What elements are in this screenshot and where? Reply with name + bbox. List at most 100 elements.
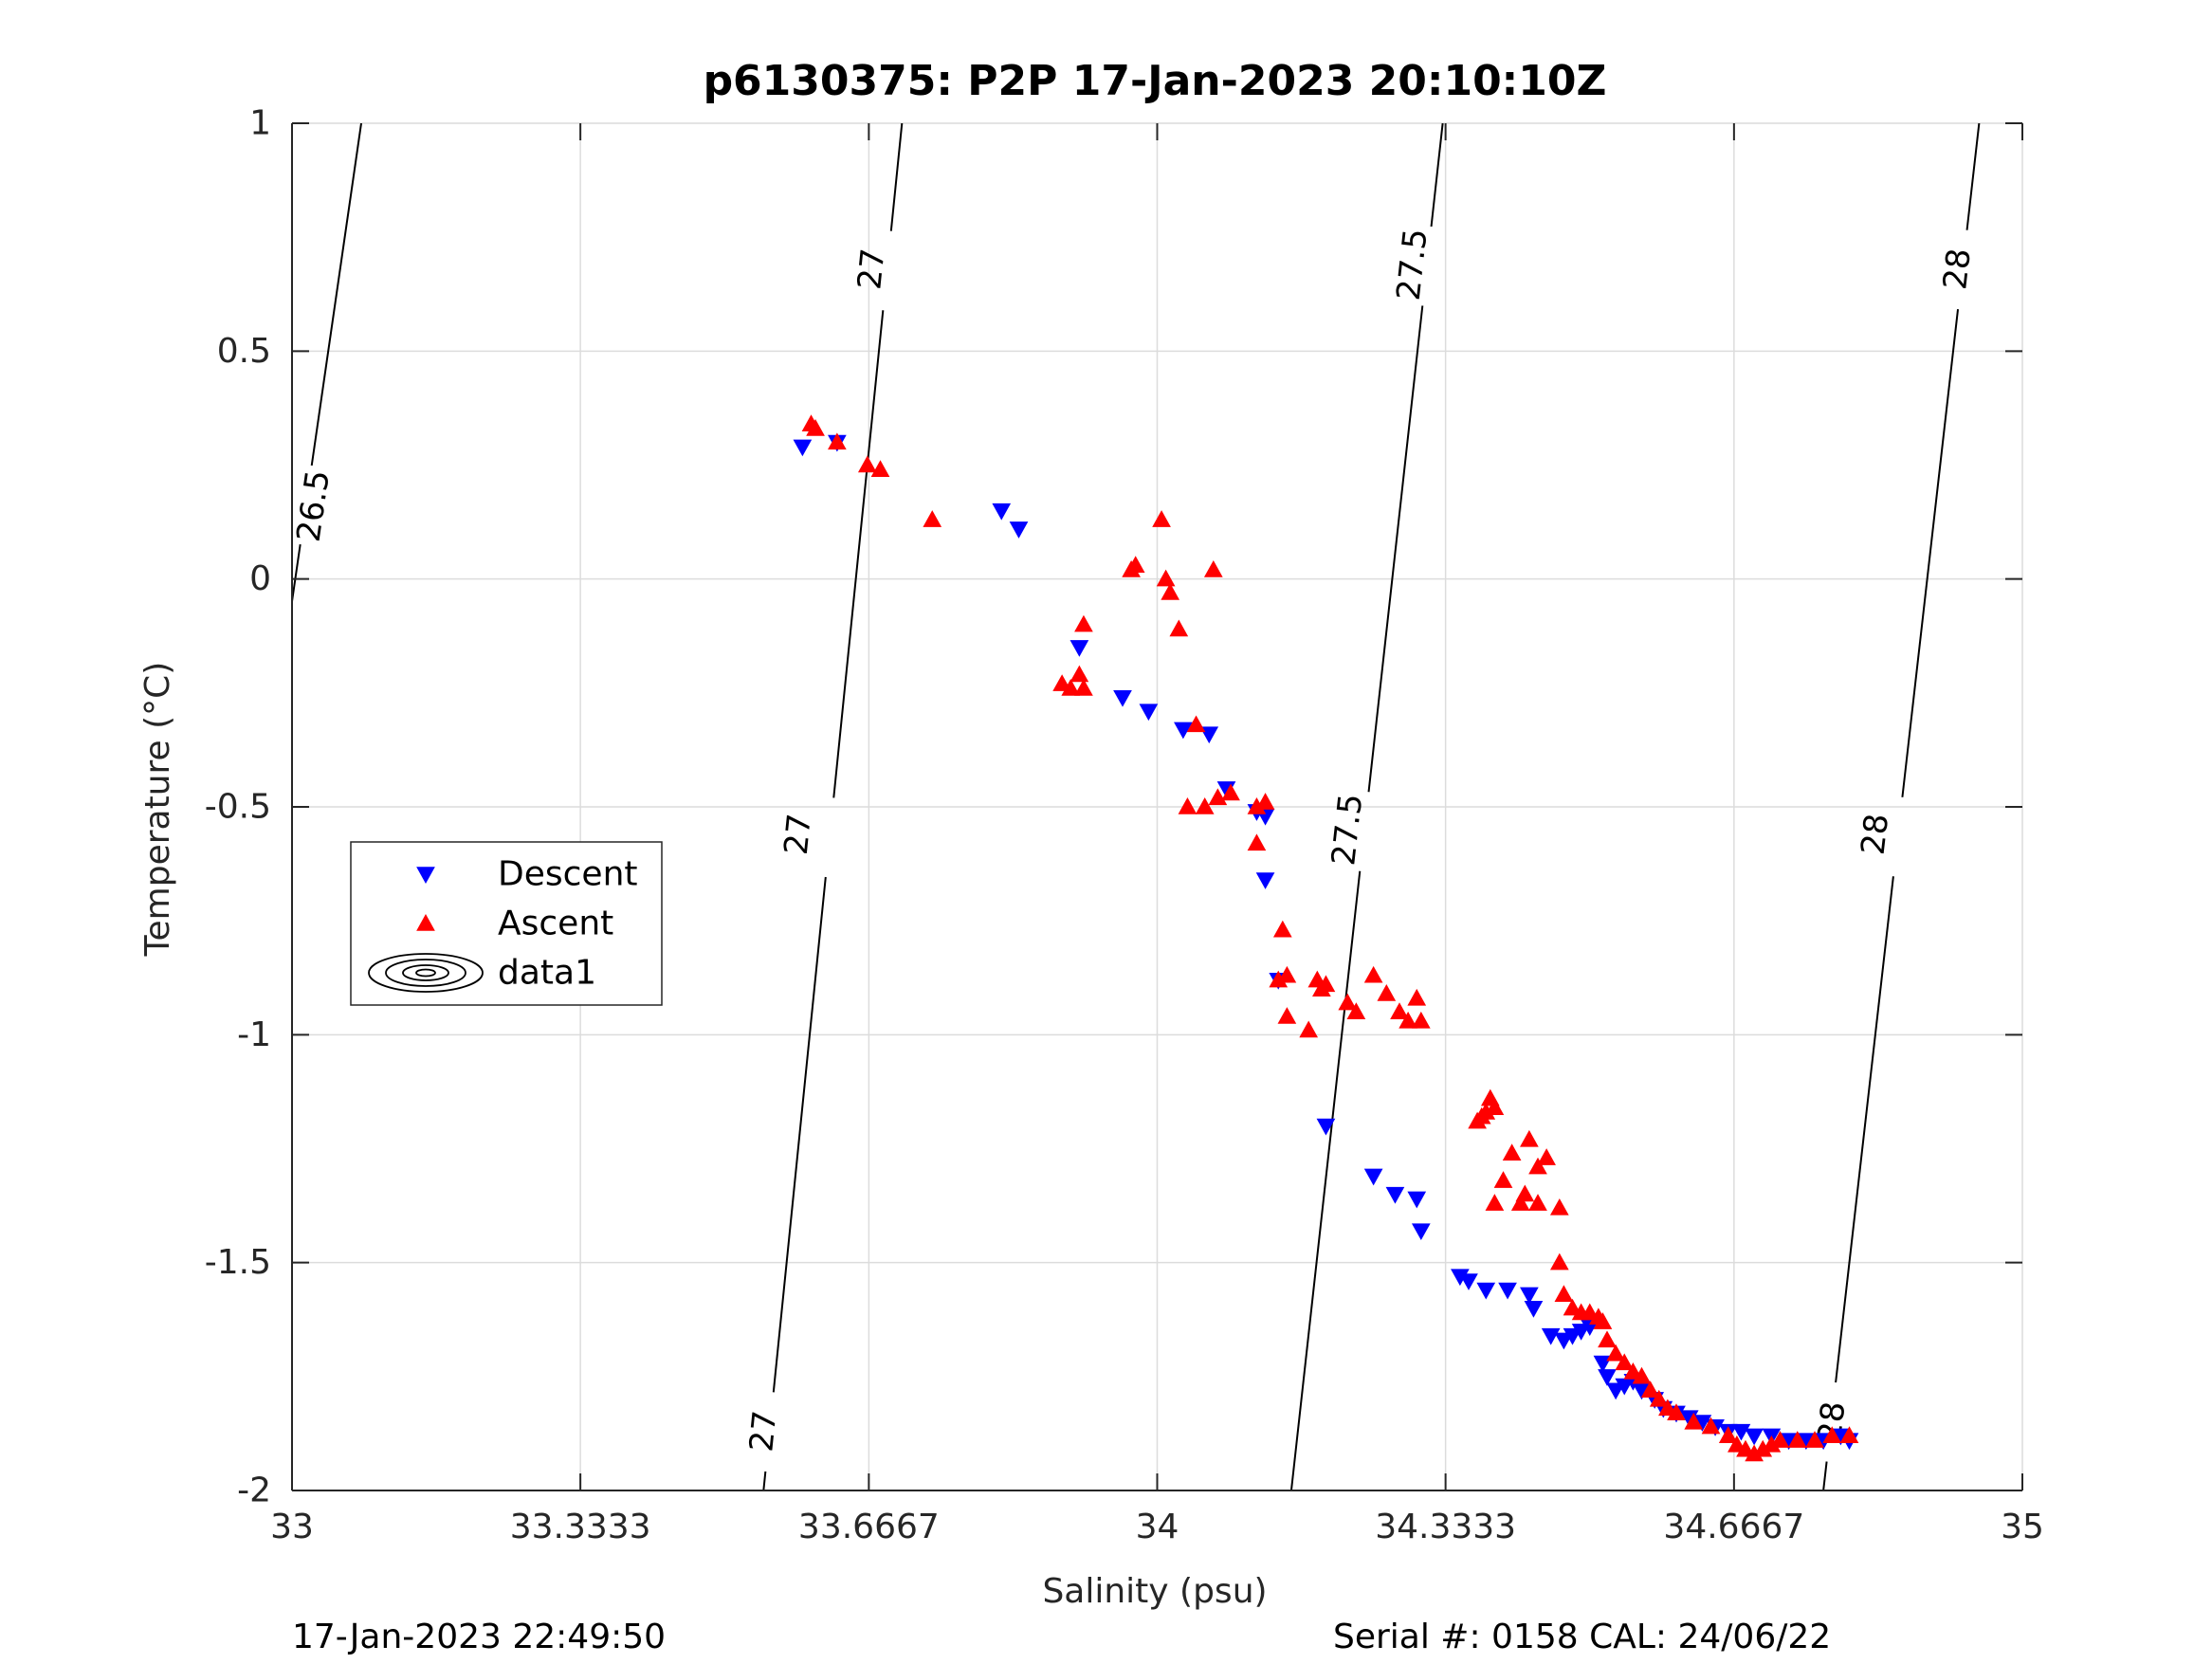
isopycnal-line-28 (1822, 1461, 1828, 1490)
descent-point (1411, 1223, 1431, 1241)
y-tick-label: -2 (237, 1472, 271, 1510)
legend: Descent Ascent data1 (350, 841, 663, 1006)
ascent-point (1515, 1184, 1535, 1202)
isopycnal-line-28 (1901, 309, 1960, 797)
ascent-point (1640, 1381, 1660, 1398)
plot-axes: 33 33.3333 33.6667 34 34.3333 34.6667 35 -2 -1.5… (205, 104, 2044, 1547)
ascent-point (1593, 1312, 1613, 1329)
ascent-point (1377, 984, 1397, 1001)
ascent-point (1839, 1426, 1859, 1444)
x-tick-label: 34 (1136, 1508, 1179, 1546)
ascent-point (1208, 788, 1228, 806)
ascent-point (1390, 1002, 1409, 1019)
isopycnal-line-27 (772, 876, 827, 1393)
isopycnal-line-28 (1835, 876, 1894, 1383)
ascent-point (1316, 975, 1336, 993)
ascent-point (1152, 510, 1171, 527)
x-tick-label: 33.3333 (510, 1508, 651, 1546)
isopycnal-label-27.5: 27.5 (1390, 227, 1435, 302)
x-tick-label: 35 (2001, 1508, 2044, 1546)
ascent-point (1493, 1171, 1513, 1188)
ascent-point (1787, 1431, 1807, 1448)
isopycnal-line-27 (832, 310, 885, 798)
ascent-point (1299, 1020, 1319, 1038)
ascent-point (1528, 1157, 1547, 1175)
descent-point (1407, 1191, 1427, 1209)
descent-point (1363, 1168, 1383, 1186)
y-tick-label: -0.5 (205, 788, 271, 827)
ascent-point (1549, 1198, 1569, 1216)
ascent-point (1537, 1148, 1556, 1165)
legend-label: Descent (498, 855, 638, 894)
ascent-point (1770, 1431, 1790, 1448)
descent-point (1524, 1301, 1544, 1318)
ascent-point (1203, 560, 1223, 577)
isopycnal-line-26.5 (292, 544, 302, 609)
ascent-point (1554, 1285, 1574, 1303)
ascent-point (1510, 1194, 1530, 1211)
ascent-point (1255, 793, 1275, 810)
descent-point (793, 439, 813, 457)
ascent-point (828, 432, 847, 450)
ascent-point (1074, 678, 1093, 696)
ascent-point (1549, 1253, 1569, 1271)
descent-point (1593, 1355, 1613, 1373)
ascent-point (1632, 1366, 1652, 1384)
ascent-point (1411, 1011, 1431, 1029)
ascent-point (1156, 569, 1176, 587)
descent-point (1476, 1282, 1496, 1300)
y-tick-label: 0 (249, 559, 271, 598)
legend-ascent-marker (416, 913, 435, 931)
footer-timestamp: 17-Jan-2023 22:49:50 (292, 1618, 666, 1656)
isopycnal-label-28: 28 (1855, 812, 1897, 857)
isopycnal-label-27.5: 27.5 (1325, 792, 1370, 868)
ascent-point (1502, 1143, 1522, 1161)
ascent-point (1363, 965, 1383, 983)
ascent-point (806, 419, 825, 436)
descent-point (1745, 1428, 1764, 1446)
descent-point (1255, 872, 1275, 889)
descent-point (1459, 1273, 1478, 1290)
legend-contour-icon (385, 959, 466, 987)
descent-point (1731, 1423, 1751, 1441)
chart-title: p6130375: P2P 17-Jan-2023 20:10:10Z (704, 57, 1607, 105)
ascent-point (870, 460, 890, 478)
ascent-point (1598, 1330, 1617, 1348)
ascent-point (1684, 1412, 1704, 1430)
ascent-point (1649, 1389, 1669, 1407)
isopycnal-line-27 (889, 123, 904, 231)
descent-point (1199, 726, 1219, 744)
x-axis-label: Salinity (psu) (1042, 1572, 1267, 1611)
isopycnal-line-27.5 (1367, 305, 1424, 793)
y-tick-label: -1.5 (205, 1243, 271, 1282)
ascent-point (1520, 1129, 1539, 1147)
ascent-point (1485, 1194, 1505, 1211)
ascent-point (1125, 556, 1145, 573)
y-tick-label: 0.5 (217, 332, 271, 371)
legend-box (350, 841, 663, 1006)
data-points (793, 414, 1859, 1462)
isopycnal-label-28: 28 (1936, 247, 1979, 292)
ascent-point (1195, 796, 1215, 814)
ascent-point (1667, 1403, 1686, 1420)
footer-serial-calibration: Serial #: 0158 CAL: 24/06/22 (1333, 1618, 1831, 1656)
isopycnal-label-27: 27 (850, 247, 892, 291)
descent-point (1139, 704, 1159, 722)
ascent-point (1277, 965, 1297, 983)
ascent-point (1822, 1426, 1842, 1444)
ascent-point (923, 510, 942, 527)
descent-point (1113, 689, 1132, 707)
ascent-point (1615, 1353, 1635, 1371)
ascent-point (1338, 993, 1358, 1011)
descent-point (1541, 1327, 1561, 1345)
ascent-point (857, 455, 877, 473)
ascent-point (1606, 1344, 1625, 1362)
descent-point (1174, 722, 1193, 740)
x-tick-label: 34.3333 (1375, 1508, 1516, 1546)
isopycnal-line-27.5 (1430, 123, 1444, 228)
y-tick-label: 1 (249, 104, 271, 143)
y-tick-label: -1 (237, 1015, 271, 1054)
